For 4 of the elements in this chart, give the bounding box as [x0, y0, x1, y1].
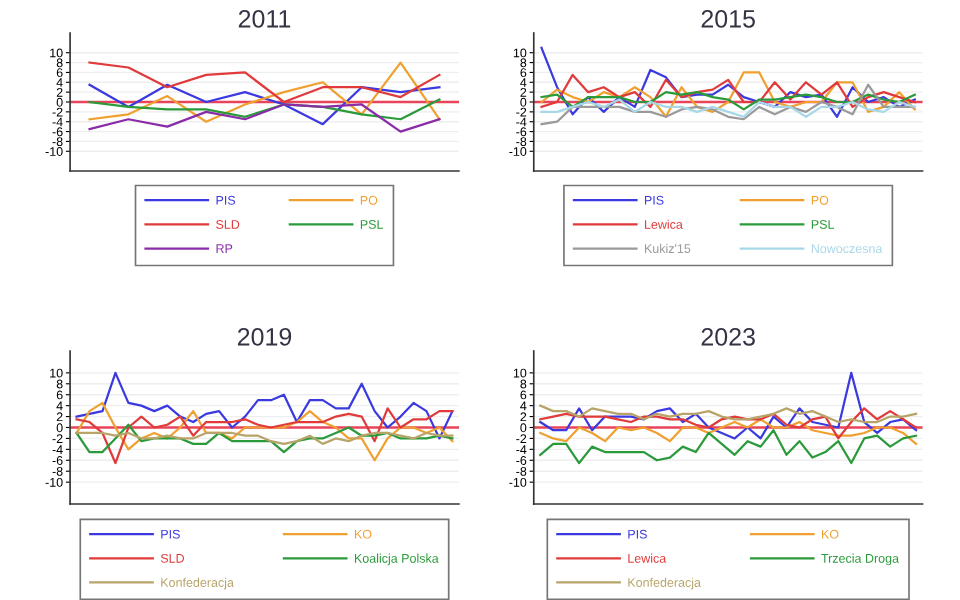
chart-title: 2019 — [237, 327, 292, 346]
chart-title: 2011 — [238, 9, 291, 28]
chart-title: 2023 — [701, 327, 755, 346]
chart-title: 2015 — [701, 9, 755, 28]
